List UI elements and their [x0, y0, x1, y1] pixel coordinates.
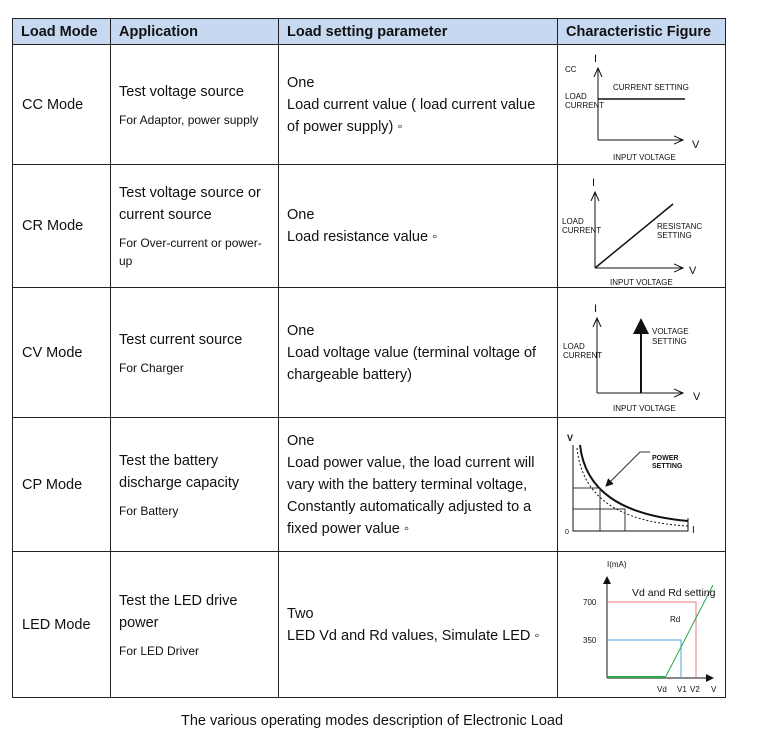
- table-row: LED Mode Test the LED drive power For LED…: [12, 551, 726, 698]
- application-text: Test the battery discharge capacity: [119, 452, 240, 491]
- parameter-count: Two: [287, 605, 314, 622]
- parameter-text: Load voltage value (terminal voltage of …: [287, 344, 537, 383]
- parameter-text: LED Vd and Rd values, Simulate LED ◦: [287, 627, 540, 644]
- header-row: Load Mode Application Load setting param…: [12, 18, 726, 45]
- figure-cell: [557, 551, 726, 698]
- application-cell: Test the battery discharge capacity For B…: [110, 417, 279, 552]
- header-figure: Characteristic Figure: [557, 18, 726, 45]
- figure-cell: [557, 164, 726, 288]
- application-text: Test current source: [119, 331, 243, 348]
- parameter-cell: One Load resistance value ◦: [278, 164, 558, 288]
- load-mode-table: Load Mode Application Load setting param…: [12, 18, 726, 698]
- parameter-text: Load power value, the load current will …: [287, 454, 535, 537]
- parameter-text: Load current value ( load current value …: [287, 96, 536, 135]
- application-cell: Test current source For Charger: [110, 287, 279, 418]
- figure-cell: [557, 417, 726, 552]
- parameter-count: One: [287, 207, 315, 223]
- mode-cell: CV Mode: [12, 287, 111, 418]
- application-sub: For LED Driver: [119, 643, 200, 658]
- figure-cell: [557, 44, 726, 165]
- mode-cell: CP Mode: [12, 417, 111, 552]
- header-load-mode: Load Mode: [12, 18, 111, 45]
- header-application: Application: [110, 18, 279, 45]
- parameter-count: One: [287, 74, 315, 91]
- application-cell: Test voltage source For Adaptor, power su…: [110, 44, 279, 165]
- application-sub: For Charger: [119, 360, 184, 375]
- parameter-cell: One Load power value, the load current wi…: [278, 417, 558, 552]
- caption: The various operating modes description …: [180, 713, 564, 729]
- mode-cell: CC Mode: [12, 44, 111, 165]
- application-sub: For Over-current or power-up: [119, 236, 262, 268]
- application-cell: Test the LED drive power For LED Driver: [110, 551, 279, 698]
- figure-cell: [557, 287, 726, 418]
- application-cell: Test voltage source or current source For…: [110, 164, 279, 288]
- parameter-count: One: [287, 322, 315, 339]
- table-row: CV Mode Test current source For Charger O…: [12, 287, 726, 418]
- parameter-count: One: [287, 432, 315, 449]
- parameter-cell: Two LED Vd and Rd values, Simulate LED ◦: [278, 551, 558, 698]
- application-sub: For Battery: [119, 503, 179, 518]
- mode-cell: LED Mode: [12, 551, 111, 698]
- header-parameter: Load setting parameter: [278, 18, 558, 45]
- application-text: Test voltage source: [119, 83, 244, 100]
- mode-cell: CR Mode: [12, 164, 111, 288]
- table-row: CC Mode Test voltage source For Adaptor, …: [12, 44, 726, 165]
- application-text: Test voltage source or current source: [119, 185, 261, 223]
- parameter-text: Load resistance value ◦: [287, 229, 438, 245]
- parameter-cell: One Load current value ( load current val…: [278, 44, 558, 165]
- table-row: CP Mode Test the battery discharge capac…: [12, 417, 726, 552]
- application-text: Test the LED drive power: [119, 592, 238, 631]
- application-sub: For Adaptor, power supply: [119, 112, 259, 127]
- parameter-cell: One Load voltage value (terminal voltage …: [278, 287, 558, 418]
- table-row: CR Mode Test voltage source or current s…: [12, 164, 726, 288]
